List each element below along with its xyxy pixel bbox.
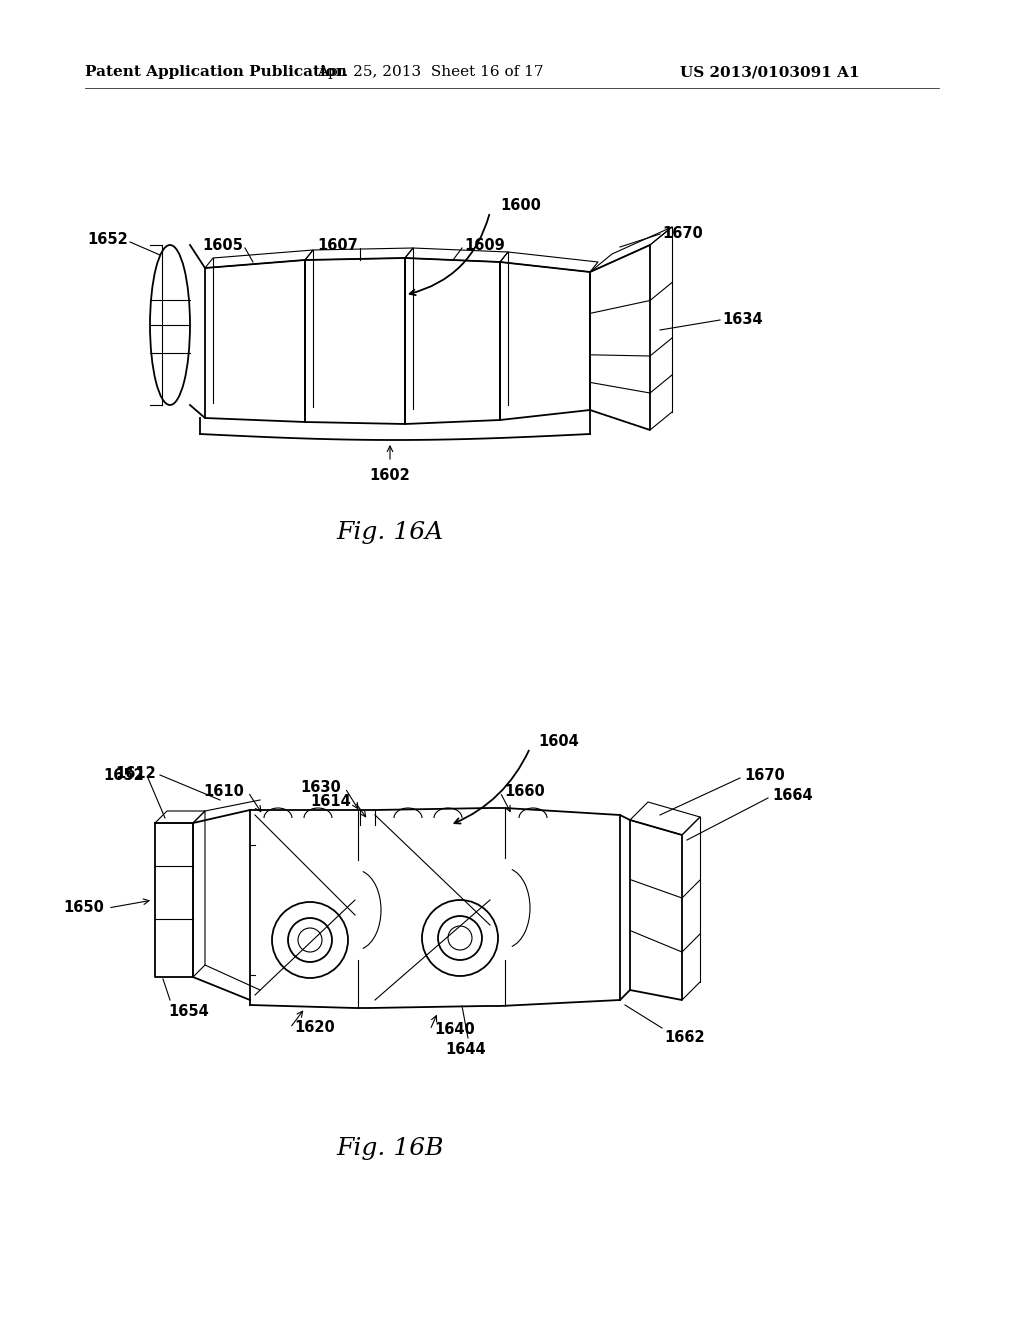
Text: 1610: 1610	[203, 784, 244, 800]
Text: 1670: 1670	[744, 768, 784, 784]
Text: 1644: 1644	[445, 1041, 486, 1057]
Text: 1662: 1662	[664, 1030, 705, 1045]
Text: 1670: 1670	[662, 226, 702, 240]
Text: 1607: 1607	[317, 239, 358, 253]
Text: 1609: 1609	[464, 239, 505, 253]
Text: 1652: 1652	[87, 232, 128, 248]
Text: 1604: 1604	[538, 734, 579, 750]
Text: 1630: 1630	[300, 780, 341, 796]
Text: 1634: 1634	[722, 312, 763, 326]
Text: Fig. 16B: Fig. 16B	[336, 1137, 443, 1159]
Text: 1605: 1605	[202, 239, 243, 253]
Text: 1614: 1614	[310, 795, 351, 809]
Text: US 2013/0103091 A1: US 2013/0103091 A1	[680, 65, 859, 79]
Text: Fig. 16A: Fig. 16A	[337, 520, 443, 544]
Text: 1654: 1654	[168, 1005, 209, 1019]
Text: 1602: 1602	[370, 469, 411, 483]
Text: 1652: 1652	[103, 768, 144, 784]
Text: 1664: 1664	[772, 788, 813, 804]
Text: 1640: 1640	[434, 1023, 475, 1038]
Text: 1612: 1612	[116, 766, 156, 780]
Text: Apr. 25, 2013  Sheet 16 of 17: Apr. 25, 2013 Sheet 16 of 17	[316, 65, 544, 79]
Text: 1660: 1660	[504, 784, 545, 800]
Text: 1650: 1650	[63, 900, 104, 916]
Text: 1600: 1600	[500, 198, 541, 213]
Text: 1620: 1620	[294, 1020, 335, 1035]
Text: Patent Application Publication: Patent Application Publication	[85, 65, 347, 79]
